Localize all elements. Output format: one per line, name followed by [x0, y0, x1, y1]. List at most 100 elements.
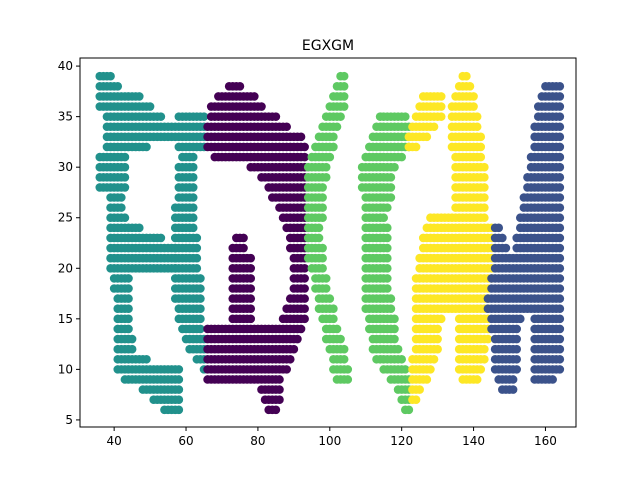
data-point: [555, 253, 565, 263]
data-point: [411, 142, 421, 152]
data-point: [436, 112, 446, 121]
data-point: [390, 162, 399, 172]
y-tick-label: 40: [58, 59, 73, 73]
data-point: [275, 375, 284, 384]
y-tick-label: 5: [65, 413, 73, 427]
data-point: [120, 152, 130, 162]
data-point: [120, 172, 130, 182]
data-point: [246, 304, 256, 314]
data-point: [106, 71, 115, 81]
data-point: [246, 263, 256, 273]
data-point: [239, 243, 248, 253]
data-point: [415, 385, 424, 394]
data-point: [548, 375, 557, 384]
data-point: [282, 365, 291, 374]
data-point: [555, 314, 565, 324]
data-point: [555, 193, 565, 202]
data-point: [390, 324, 399, 334]
x-tick-label: 60: [178, 434, 193, 448]
data-point: [472, 122, 482, 132]
data-point: [120, 162, 130, 172]
data-point: [339, 344, 349, 354]
data-point: [555, 132, 565, 142]
data-point: [480, 213, 489, 223]
data-point: [246, 294, 256, 303]
data-point: [515, 314, 525, 324]
data-point: [508, 385, 518, 394]
data-point: [462, 71, 471, 81]
data-point: [332, 122, 342, 132]
data-point: [300, 294, 309, 303]
y-axis: 5 10 15 20 25 30 35 40: [58, 59, 80, 427]
data-point: [386, 193, 396, 202]
data-point: [321, 172, 331, 182]
data-point: [300, 142, 309, 152]
data-point: [196, 294, 205, 303]
data-point: [426, 365, 435, 374]
data-point: [480, 354, 489, 364]
data-point: [329, 142, 338, 152]
data-point: [329, 314, 338, 324]
data-point: [135, 92, 144, 101]
data-point: [555, 243, 565, 253]
data-point: [555, 263, 565, 273]
y-tick-label: 30: [58, 160, 73, 174]
data-point: [379, 213, 389, 223]
data-point: [383, 233, 392, 243]
data-point: [383, 223, 392, 233]
data-point: [188, 203, 198, 212]
data-point: [480, 183, 489, 192]
data-point: [257, 102, 266, 111]
data-point: [188, 193, 198, 202]
data-point: [199, 112, 209, 121]
data-point: [188, 183, 198, 192]
data-point: [555, 122, 565, 132]
data-point: [318, 183, 327, 192]
data-point: [329, 132, 338, 142]
data-point: [383, 253, 392, 263]
data-point: [555, 284, 565, 293]
data-point: [174, 395, 184, 405]
y-tick-label: 35: [58, 110, 73, 124]
data-point: [476, 142, 486, 152]
data-point: [400, 112, 410, 121]
data-point: [390, 314, 399, 324]
data-point: [436, 314, 446, 324]
data-point: [512, 354, 521, 364]
data-point: [192, 233, 202, 243]
data-point: [196, 274, 205, 283]
data-point: [422, 132, 432, 142]
data-point: [135, 223, 144, 233]
y-tick-label: 25: [58, 211, 73, 225]
data-point: [127, 334, 137, 344]
data-point: [498, 233, 507, 243]
data-point: [501, 243, 511, 253]
data-point: [386, 304, 396, 314]
data-point: [383, 203, 392, 212]
data-point: [174, 375, 184, 384]
data-point: [289, 344, 299, 354]
data-point: [300, 263, 309, 273]
data-point: [555, 354, 565, 364]
data-point: [188, 162, 198, 172]
data-point: [555, 294, 565, 303]
data-point: [192, 243, 202, 253]
data-point: [271, 405, 281, 415]
y-tick-label: 10: [58, 362, 73, 376]
data-point: [555, 213, 565, 223]
data-point: [282, 122, 291, 132]
data-point: [174, 385, 184, 394]
data-point: [480, 172, 489, 182]
data-point: [142, 354, 151, 364]
data-point: [343, 375, 353, 384]
data-point: [246, 253, 256, 263]
data-point: [325, 152, 335, 162]
data-point: [555, 365, 565, 374]
data-point: [120, 183, 130, 192]
data-point: [386, 294, 396, 303]
data-point: [120, 213, 130, 223]
data-point: [339, 71, 349, 81]
data-point: [472, 375, 482, 384]
data-point: [300, 314, 309, 324]
data-point: [239, 233, 248, 243]
